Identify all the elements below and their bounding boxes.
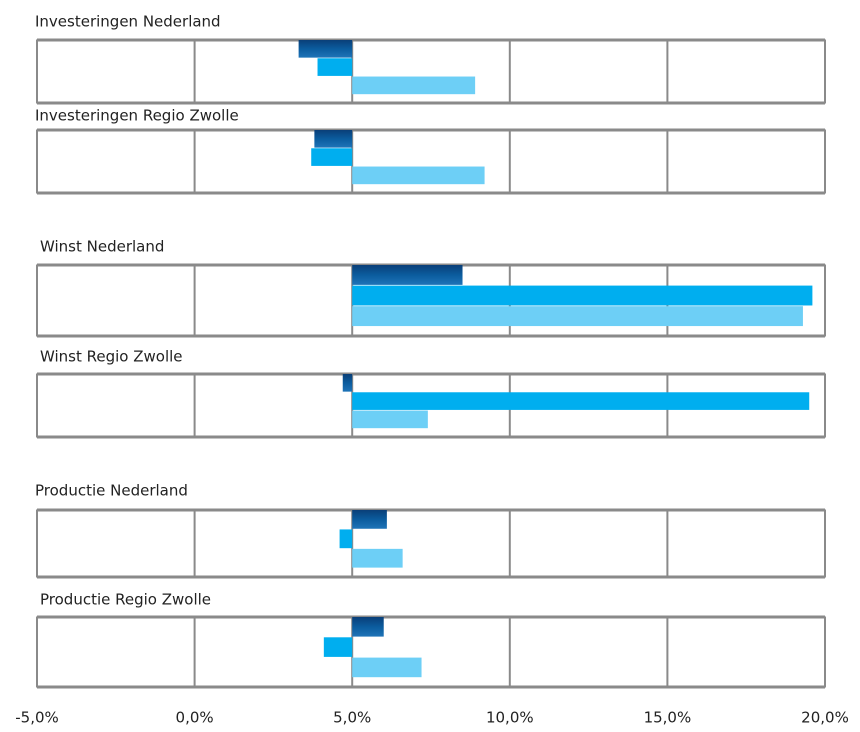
bar — [352, 657, 422, 678]
x-tick-label: 10,0% — [486, 709, 534, 727]
bar — [352, 306, 803, 327]
panel-title: Winst Regio Zwolle — [40, 348, 183, 366]
bar — [339, 529, 353, 549]
bar — [352, 166, 485, 185]
bar — [352, 265, 463, 285]
panel-title: Winst Nederland — [40, 238, 164, 256]
panel-title: Investeringen Nederland — [35, 13, 221, 31]
bar — [342, 374, 353, 392]
bar — [352, 548, 403, 568]
bar — [317, 58, 353, 76]
bar — [298, 40, 353, 58]
x-tick-label: 15,0% — [644, 709, 692, 727]
bar — [352, 410, 428, 429]
bar — [352, 76, 476, 95]
x-tick-label: 20,0% — [801, 709, 849, 727]
bar — [311, 148, 353, 166]
bar — [352, 510, 387, 529]
panel-title: Productie Regio Zwolle — [40, 591, 211, 609]
panel-frame — [36, 509, 826, 578]
bar — [314, 130, 353, 148]
panel-frame — [36, 616, 826, 688]
panel-title: Investeringen Regio Zwolle — [35, 107, 239, 125]
x-tick-label: 5,0% — [333, 709, 371, 727]
x-tick-label: -5,0% — [15, 709, 59, 727]
bar — [352, 392, 810, 410]
bar — [323, 637, 353, 657]
bar — [352, 285, 813, 306]
bar — [352, 617, 384, 637]
panel-title: Productie Nederland — [35, 482, 188, 500]
x-tick-label: 0,0% — [176, 709, 214, 727]
